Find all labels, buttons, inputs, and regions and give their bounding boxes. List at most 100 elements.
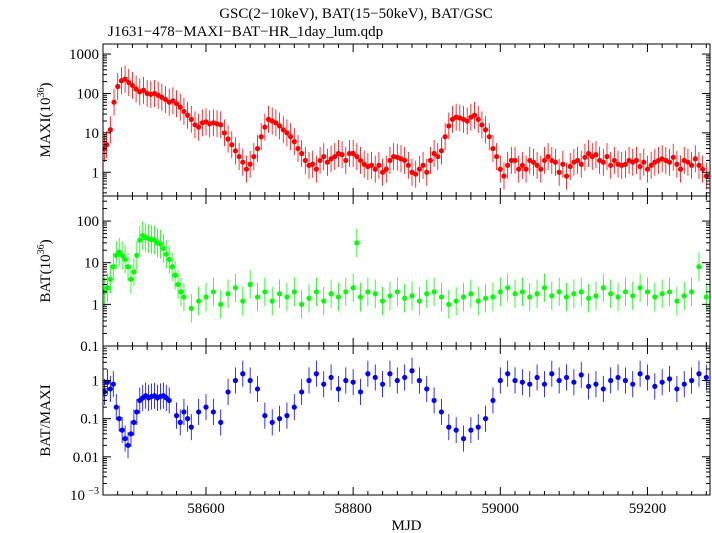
ratio-data-point	[110, 381, 116, 387]
maxi-data-point	[251, 153, 257, 160]
maxi-data-point	[126, 79, 132, 86]
maxi-data-point	[236, 153, 242, 160]
bat-data-point	[365, 289, 371, 295]
bat-data-point	[593, 293, 599, 299]
bat-data-point	[104, 285, 111, 291]
bat-data-point	[335, 294, 342, 300]
bat-data-point	[379, 298, 386, 304]
bat-data-point	[196, 298, 202, 304]
maxi-data-point	[641, 159, 647, 165]
bat-data-point	[681, 293, 687, 299]
y-axis-label-exponent: 36	[36, 244, 47, 254]
bat-data-point	[125, 264, 131, 270]
ratio-data-point	[313, 371, 319, 377]
ratio-data-point	[505, 371, 511, 377]
ratio-data-point	[181, 409, 187, 415]
maxi-data-point	[310, 161, 316, 167]
x-tick-label: 59200	[629, 501, 667, 517]
maxi-data-point	[505, 162, 511, 168]
bat-data-point	[630, 293, 636, 299]
bat-data-point	[175, 281, 181, 288]
maxi-data-point	[692, 156, 698, 162]
bat-data-point	[357, 294, 364, 300]
ratio-data-point	[254, 386, 261, 392]
maxi-data-point	[622, 161, 628, 167]
bat-data-point	[387, 293, 393, 299]
maxi-data-point	[133, 86, 139, 92]
ratio-data-point	[549, 371, 555, 377]
ratio-data-point	[586, 383, 592, 389]
ratio-data-point	[247, 377, 253, 384]
maxi-data-point	[173, 101, 180, 107]
bat-data-point	[284, 294, 290, 300]
maxi-data-point	[582, 154, 588, 160]
bat-data-point	[328, 291, 334, 297]
y-tick-label: 100	[77, 86, 100, 102]
maxi-data-point	[685, 159, 691, 165]
maxi-data-point	[196, 124, 202, 130]
ratio-data-point	[644, 374, 651, 381]
ratio-data-point	[703, 374, 709, 381]
ratio-data-point	[321, 381, 327, 387]
bat-data-point	[350, 285, 356, 291]
bat-data-point	[163, 251, 169, 257]
ratio-data-point	[512, 377, 518, 384]
ratio-data-point	[424, 386, 430, 392]
ratio-data-point	[431, 397, 437, 404]
ratio-data-point	[475, 424, 481, 430]
bat-data-point	[131, 269, 137, 275]
ratio-data-point	[232, 377, 239, 384]
maxi-data-point	[376, 162, 382, 168]
text-layer: 1101001000MAXI(1036)0.1110100BAT(1036)10…	[36, 47, 666, 533]
bat-data-point	[269, 298, 275, 304]
ratio-data-point	[122, 436, 128, 442]
maxi-data-point	[442, 134, 448, 140]
maxi-data-point	[170, 98, 176, 104]
maxi-data-point	[129, 82, 136, 89]
y-tick-label: 100	[77, 214, 100, 230]
ratio-data-point	[210, 409, 216, 415]
bat-data-point	[527, 294, 533, 300]
bat-data-point	[608, 291, 614, 297]
bat-data-point	[157, 241, 163, 247]
bat-data-point	[549, 293, 555, 299]
ratio-data-point	[119, 427, 125, 433]
bat-series	[103, 221, 709, 323]
maxi-data-point	[648, 162, 654, 168]
ratio-data-point	[666, 376, 673, 382]
ratio-data-point	[134, 409, 140, 415]
bat-data-point	[689, 289, 695, 295]
ratio-data-point	[335, 386, 342, 392]
bat-y-axis-label: BAT(1036)	[36, 239, 54, 302]
bat-data-point	[218, 301, 224, 307]
maxi-data-point	[185, 112, 191, 118]
ratio-data-point	[578, 372, 584, 378]
bat-data-point	[563, 294, 570, 300]
maxi-data-point	[258, 134, 264, 140]
ratio-data-point	[269, 419, 275, 425]
maxi-data-point	[479, 122, 485, 128]
ratio-data-point	[262, 413, 268, 419]
y-tick-label: 0.1	[80, 412, 99, 428]
bat-data-point	[586, 295, 592, 301]
maxi-data-point	[262, 124, 268, 130]
maxi-data-point	[181, 108, 187, 115]
bat-data-point	[321, 298, 327, 304]
ratio-data-point	[116, 416, 122, 422]
bat-data-point	[424, 291, 430, 297]
bat-data-point	[299, 301, 305, 307]
bat-data-point	[475, 298, 481, 304]
ratio-data-point	[113, 404, 119, 410]
maxi-data-point	[700, 166, 706, 172]
bat-data-point	[446, 301, 452, 307]
x-tick-label: 58600	[187, 501, 225, 517]
ratio-data-point	[468, 427, 474, 433]
ratio-data-point	[409, 368, 415, 374]
ratio-data-point	[284, 413, 290, 419]
ratio-data-point	[608, 377, 614, 384]
bat-data-point	[571, 291, 577, 297]
bat-data-point	[674, 298, 680, 304]
ratio-y-axis-label: BAT/MAXI	[38, 384, 54, 457]
y-axis-label-text: )	[38, 83, 54, 88]
ratio-data-point	[166, 397, 172, 404]
